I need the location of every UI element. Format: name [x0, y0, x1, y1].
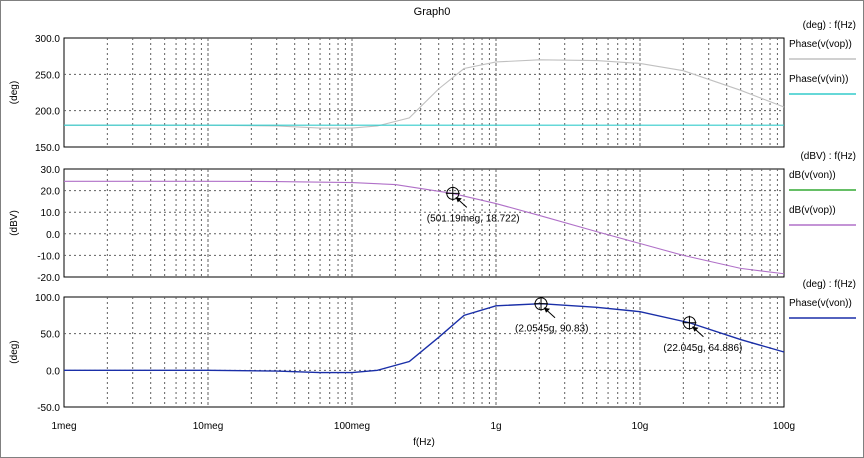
legend-label: Phase(v(von))	[789, 298, 852, 309]
y-axis-label: (dBV)	[9, 210, 20, 236]
y-tick-label: 30.0	[41, 165, 61, 176]
y-tick-label: 20.0	[41, 187, 61, 198]
y-tick-label: 150.0	[35, 143, 60, 154]
annotation-arrowhead	[455, 197, 462, 203]
y-tick-label: 0.0	[46, 366, 60, 377]
x-axis-label: f(Hz)	[413, 437, 435, 448]
legend-header: (deg) : f(Hz)	[803, 20, 856, 31]
annotation-arrowhead	[692, 326, 699, 332]
y-tick-label: -10.0	[37, 251, 60, 262]
panel-frame-middle	[63, 168, 785, 278]
x-tick-label: 10meg	[193, 421, 224, 432]
annotation-label: (501.19meg, 18.722)	[427, 213, 520, 224]
y-tick-label: 100.0	[35, 293, 60, 304]
panel-frame-bottom	[63, 296, 785, 408]
graph-title: Graph0	[414, 6, 451, 18]
y-tick-label: 10.0	[41, 208, 61, 219]
series-line-phase_von	[64, 303, 785, 374]
annotation-label: (22.045g, 64.886)	[663, 343, 742, 354]
series-line-phase_vop_top	[64, 59, 785, 129]
y-tick-label: 200.0	[35, 107, 60, 118]
legend-label: Phase(v(vin))	[789, 74, 848, 85]
x-tick-label: 1meg	[51, 421, 76, 432]
y-tick-label: 0.0	[46, 230, 60, 241]
y-tick-label: -20.0	[37, 273, 60, 284]
x-tick-label: 100g	[773, 421, 795, 432]
y-axis-label: (deg)	[9, 340, 20, 363]
y-tick-label: 50.0	[41, 330, 61, 341]
y-tick-label: -50.0	[37, 403, 60, 414]
legend-label: dB(v(von))	[789, 170, 836, 181]
legend-label: Phase(v(vop))	[789, 39, 852, 50]
x-tick-label: 10g	[632, 421, 649, 432]
x-tick-label: 100meg	[334, 421, 370, 432]
panel-frame-top	[63, 37, 785, 148]
annotation-label: (2.0545g, 90.83)	[515, 324, 588, 335]
series-line-db_vop	[64, 180, 785, 275]
legend-label: dB(v(vop))	[789, 205, 836, 216]
legend-header: (dBV) : f(Hz)	[800, 151, 856, 162]
y-tick-label: 300.0	[35, 34, 60, 45]
y-tick-label: 250.0	[35, 70, 60, 81]
annotation-arrowhead	[544, 307, 551, 313]
legend-header: (deg) : f(Hz)	[803, 279, 856, 290]
y-axis-label: (deg)	[9, 81, 20, 104]
x-tick-label: 1g	[490, 421, 501, 432]
